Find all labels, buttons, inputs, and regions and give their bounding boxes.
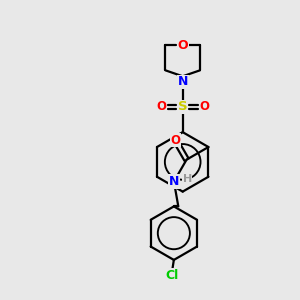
Text: N: N (169, 175, 179, 188)
Text: O: O (156, 100, 166, 113)
Text: S: S (178, 100, 188, 113)
Text: O: O (177, 39, 188, 52)
Text: O: O (199, 100, 209, 113)
Text: O: O (170, 134, 180, 147)
Text: N: N (178, 75, 188, 88)
Text: Cl: Cl (166, 269, 179, 282)
Text: H: H (183, 174, 192, 184)
